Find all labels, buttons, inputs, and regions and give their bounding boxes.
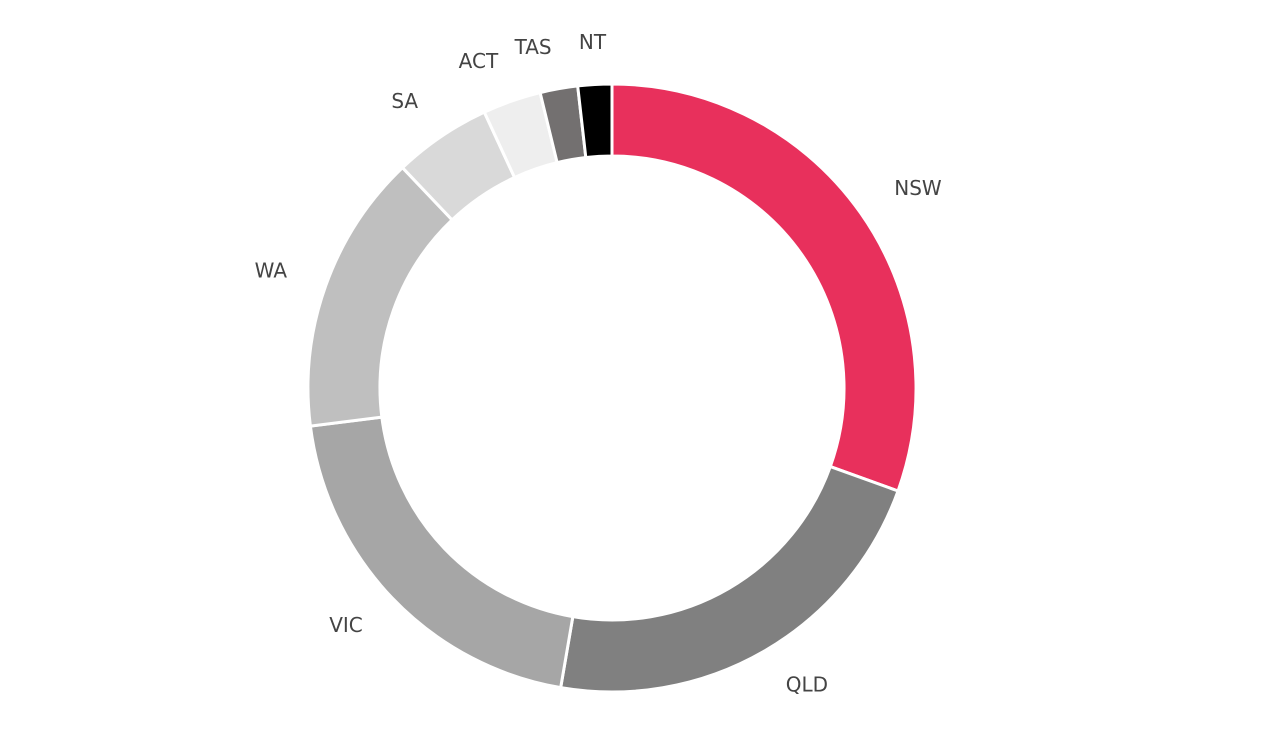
slice-label: QLD <box>786 673 828 697</box>
slice-label: NSW <box>894 176 942 200</box>
slice <box>558 464 900 694</box>
slice <box>306 165 455 428</box>
slice <box>576 82 614 160</box>
slice-label: SA <box>391 89 418 113</box>
slice-label: ACT <box>459 49 499 73</box>
slice-label: NT <box>579 30 607 54</box>
slice-label: VIC <box>329 613 363 637</box>
slice <box>308 415 575 690</box>
slice <box>610 82 918 493</box>
slice-label: WA <box>255 259 288 283</box>
slice-label: TAS <box>514 35 552 59</box>
